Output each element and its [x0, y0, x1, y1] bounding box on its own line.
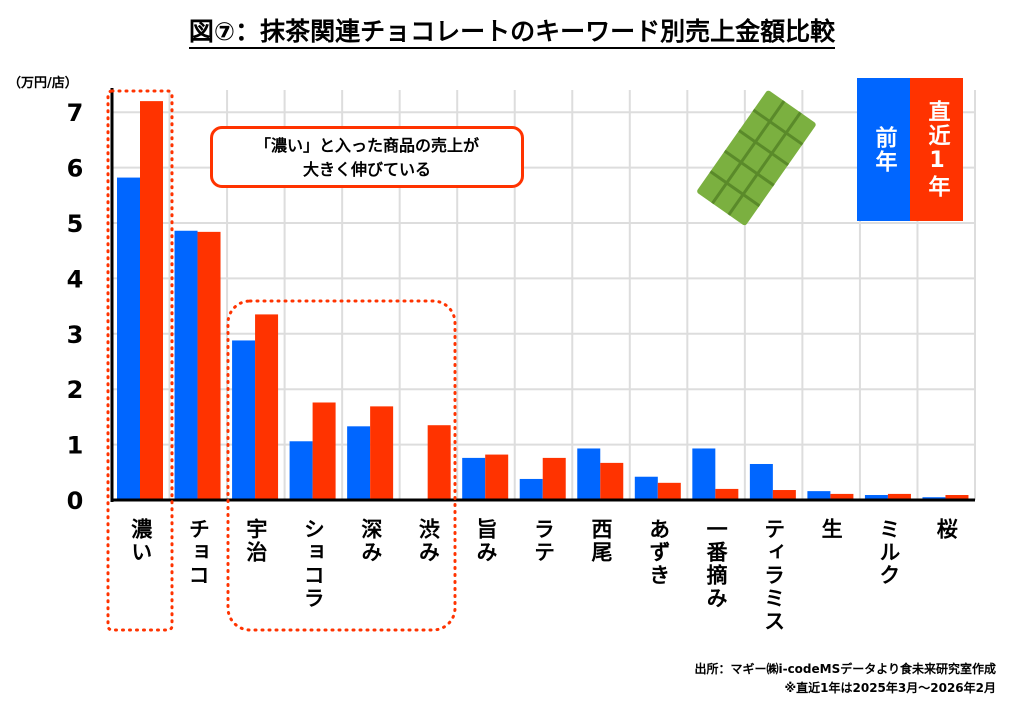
bar-previous: [232, 340, 256, 500]
bar-previous: [807, 491, 831, 500]
legend-recent-year: 直近1年: [910, 78, 963, 221]
bar-previous: [692, 448, 716, 500]
matcha-chocolate-icon: [697, 90, 816, 226]
bar-previous: [577, 448, 601, 500]
annotation-callout: 「濃い」と入った商品の売上が 大きく伸びている: [210, 126, 524, 188]
y-tick-label: 7: [67, 99, 84, 127]
bar-recent: [255, 314, 279, 500]
y-tick-label: 6: [67, 155, 84, 183]
y-tick-label: 0: [67, 487, 84, 515]
bar-previous: [634, 476, 658, 500]
bar-recent: [197, 231, 221, 500]
bar-recent: [830, 493, 854, 500]
x-tick-label: ミルク: [876, 518, 901, 587]
x-tick-label: ティラミス: [761, 518, 786, 633]
bar-recent: [140, 101, 163, 501]
x-tick-label: 宇治: [243, 518, 268, 564]
bar-recent: [945, 495, 969, 500]
y-tick-label: 5: [67, 210, 84, 238]
bar-previous: [864, 495, 888, 500]
bar-recent: [312, 402, 336, 500]
bar-previous: [462, 457, 486, 500]
bar-recent: [542, 457, 566, 500]
source-note: 出所：マギー㈱i-codeMSデータより食未来研究室作成 ※直近1年は2025年3…: [694, 662, 996, 695]
y-tick-label: 1: [67, 432, 84, 460]
bar-previous: [347, 426, 371, 500]
x-tick-label: 一番摘み: [704, 518, 729, 610]
x-tick-label: 旨み: [473, 518, 498, 564]
bar-recent: [715, 488, 739, 500]
y-tick-label: 3: [67, 321, 84, 349]
highlight-box-group: [226, 299, 457, 632]
y-tick-label: 2: [67, 376, 84, 404]
bar-recent: [427, 425, 451, 500]
bar-previous: [117, 177, 140, 500]
bar-recent: [772, 490, 796, 500]
x-tick-label: ショコラ: [301, 518, 326, 610]
x-tick-label: 深み: [358, 518, 383, 564]
bar-recent: [370, 406, 394, 500]
highlight-box-koi: [106, 89, 174, 632]
bar-recent: [657, 482, 681, 500]
bar-recent: [485, 454, 509, 500]
legend-previous-year: 前年: [857, 78, 910, 221]
x-tick-label: あずき: [646, 518, 671, 587]
bar-previous: [289, 441, 313, 500]
x-tick-label: 西尾: [589, 518, 614, 564]
y-tick-label: 4: [67, 265, 84, 293]
bar-previous: [749, 463, 773, 500]
x-tick-label: 濃い: [128, 518, 153, 564]
bar-recent: [887, 493, 911, 500]
x-tick-label: ラテ: [531, 518, 556, 564]
x-tick-label: 渋み: [416, 518, 441, 564]
chart-title: 図⑦：抹茶関連チョコレートのキーワード別売上金額比較: [0, 12, 1024, 49]
x-tick-label: チョコ: [186, 518, 211, 587]
bar-previous: [519, 478, 543, 500]
x-tick-label: 生: [819, 518, 844, 541]
y-axis-unit: （万円/店）: [8, 76, 78, 91]
bar-recent: [600, 462, 624, 500]
x-tick-label: 桜: [934, 518, 959, 541]
bar-previous: [174, 230, 198, 501]
